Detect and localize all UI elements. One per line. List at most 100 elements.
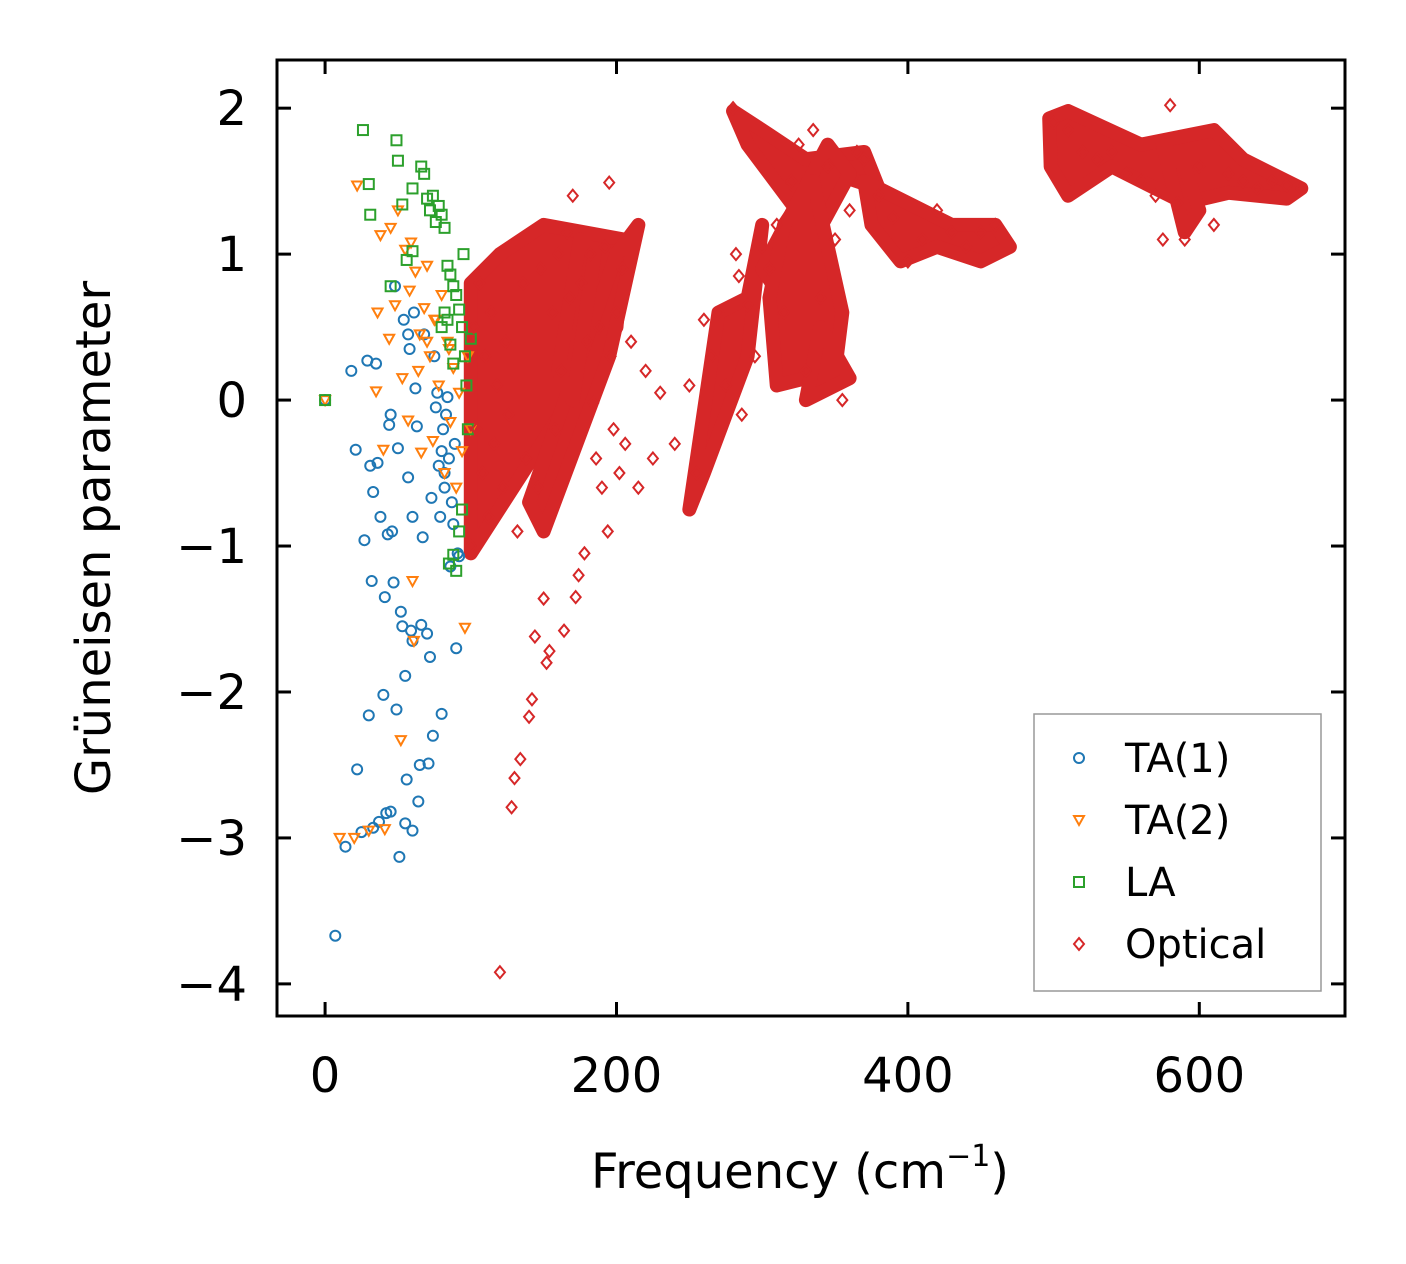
point-optical <box>546 304 559 321</box>
point-ta-2 <box>401 415 415 428</box>
point-optical <box>748 348 762 364</box>
legend-marker <box>1072 815 1086 828</box>
point-ta-1 <box>362 709 375 722</box>
point-ta-1 <box>384 408 397 421</box>
point-ta-2 <box>369 386 383 399</box>
point-ta-1 <box>365 575 378 588</box>
point-optical <box>1178 231 1192 248</box>
point-ta-2 <box>417 303 431 316</box>
point-optical <box>1294 180 1308 197</box>
point-optical <box>1047 115 1060 131</box>
point-optical <box>514 751 527 767</box>
point-ta-1 <box>351 763 364 776</box>
point-la <box>464 332 477 345</box>
point-optical <box>989 217 1002 233</box>
point-optical <box>945 224 958 240</box>
point-ta-1 <box>377 688 390 701</box>
point-optical <box>1156 231 1170 248</box>
point-la <box>438 306 451 319</box>
point-optical <box>572 567 585 583</box>
point-ta-2 <box>437 468 452 481</box>
point-la <box>450 288 463 301</box>
point-optical <box>1163 97 1177 113</box>
point-optical <box>683 377 696 394</box>
point-ta-1 <box>423 650 436 663</box>
point-ta-1 <box>386 525 399 538</box>
point-ta-1 <box>387 576 400 589</box>
point-la <box>391 154 404 167</box>
point-la <box>457 248 470 261</box>
point-optical <box>583 246 597 262</box>
point-ta-2 <box>405 576 420 589</box>
point-la <box>453 525 466 538</box>
point-ta-2 <box>449 482 463 495</box>
x-axis-label: Frequency (cm−1) <box>591 1139 1009 1200</box>
point-ta-1 <box>402 328 415 341</box>
legend-label: TA(2) <box>1124 798 1230 844</box>
point-optical <box>618 436 632 452</box>
point-ta-1 <box>412 795 425 808</box>
point-optical <box>511 523 524 539</box>
legend-marker <box>1073 752 1085 764</box>
point-la <box>456 321 469 334</box>
point-optical <box>551 246 565 262</box>
point-optical <box>828 231 842 248</box>
point-la <box>450 564 463 577</box>
point-optical <box>601 523 615 539</box>
point-la <box>406 245 419 258</box>
point-ta-1 <box>437 423 450 436</box>
point-ta-1 <box>407 306 420 319</box>
point-ta-2 <box>443 416 458 430</box>
point-optical <box>792 137 805 153</box>
point-ta-1 <box>367 821 380 834</box>
point-ta-1 <box>422 757 435 770</box>
point-ta-1 <box>329 929 342 942</box>
point-optical <box>566 188 580 204</box>
legend-box <box>1033 713 1322 992</box>
point-ta-1 <box>390 703 403 716</box>
point-la <box>319 394 332 407</box>
point-la <box>447 280 460 293</box>
point-optical <box>499 334 513 350</box>
point-ta-1 <box>367 486 380 499</box>
point-optical <box>916 231 929 248</box>
optical-dense-region <box>857 174 1017 269</box>
point-ta-1 <box>415 618 428 631</box>
point-la <box>390 134 403 147</box>
point-ta-1 <box>435 445 448 458</box>
point-la <box>441 313 454 326</box>
point-ta-1 <box>413 758 426 771</box>
point-la <box>384 280 397 293</box>
point-optical <box>560 224 574 240</box>
point-optical <box>1091 151 1104 167</box>
point-la <box>435 208 448 221</box>
point-ta-1 <box>399 669 412 682</box>
point-optical <box>697 312 711 328</box>
point-optical <box>872 188 886 204</box>
point-ta-1 <box>394 605 407 618</box>
point-optical <box>537 591 550 607</box>
point-ta-1 <box>434 510 447 523</box>
point-optical <box>843 202 856 218</box>
point-ta-1 <box>402 471 415 484</box>
point-optical <box>763 261 776 277</box>
point-optical <box>554 363 568 379</box>
y-tick-label: 2 <box>216 81 247 137</box>
point-optical <box>653 385 667 401</box>
point-optical <box>616 261 629 277</box>
y-tick-label: −3 <box>176 811 247 867</box>
point-optical <box>581 334 594 350</box>
point-ta-2 <box>434 289 449 303</box>
point-optical <box>516 275 530 291</box>
point-ta-1 <box>426 729 439 742</box>
x-axis-label-main: Frequency (cm <box>591 1144 946 1200</box>
point-optical <box>473 275 486 291</box>
point-optical <box>836 392 849 408</box>
point-ta-2 <box>378 824 392 837</box>
point-optical <box>712 304 725 321</box>
point-ta-1 <box>345 364 358 377</box>
point-la <box>456 503 469 516</box>
point-ta-2 <box>394 735 408 748</box>
point-optical <box>732 268 746 284</box>
point-optical <box>646 450 660 467</box>
